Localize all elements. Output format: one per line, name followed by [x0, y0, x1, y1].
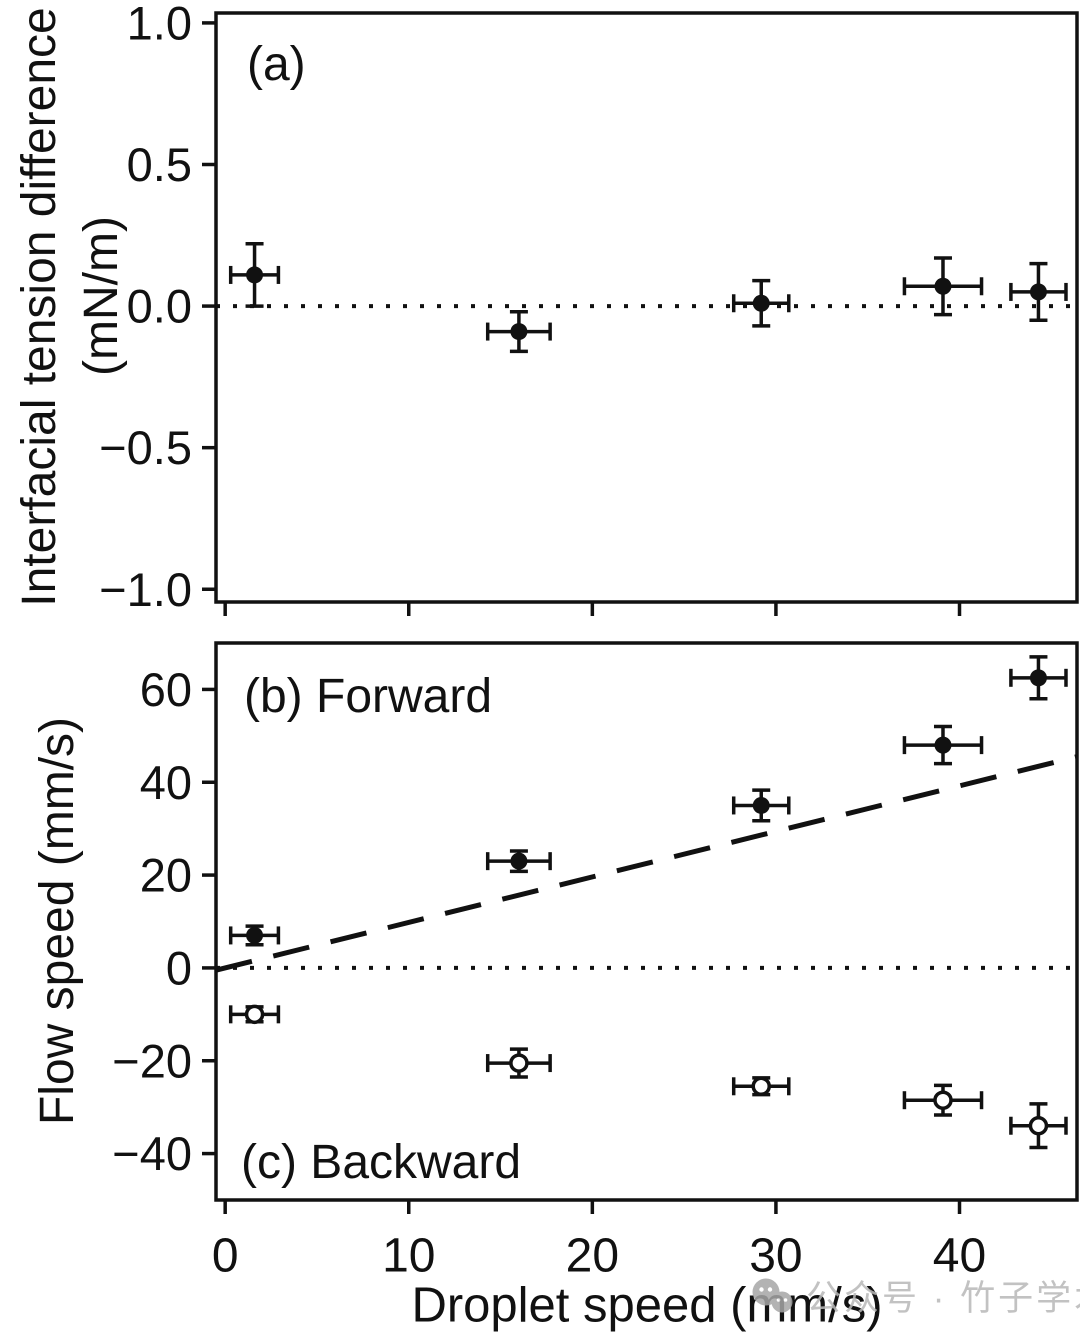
y-tick-label: 0 — [166, 941, 192, 994]
y-tick-label: 60 — [140, 663, 192, 716]
x-tick-label: 0 — [212, 1230, 239, 1283]
data-point-filled-circle — [934, 736, 952, 754]
data-point-filled-circle — [1029, 669, 1047, 687]
x-tick-label: 20 — [566, 1230, 619, 1283]
panel-b-y-axis-title: Flow speed (mm/s) — [31, 716, 84, 1126]
y-tick-label: −0.5 — [99, 421, 192, 474]
y-tick-label: −40 — [112, 1127, 192, 1180]
x-tick-label: 40 — [933, 1230, 986, 1283]
data-point-open-circle — [751, 1076, 771, 1097]
panel-c-backward-label: (c) Backward — [241, 1136, 522, 1189]
y-tick-label: 40 — [140, 756, 192, 809]
y-tick-label: 1.0 — [127, 0, 192, 49]
panel-a-y-axis-title-line2: (mN/m) — [75, 216, 128, 376]
data-point-filled-circle — [934, 277, 952, 295]
panel-b-forward-label: (b) Forward — [244, 670, 493, 723]
data-point-filled-circle — [510, 323, 528, 341]
panel-a-label: (a) — [247, 38, 306, 91]
data-point-filled-circle — [510, 852, 528, 870]
data-point-filled-circle — [246, 266, 264, 284]
x-tick-label: 10 — [382, 1230, 435, 1283]
x-tick-label: 30 — [749, 1230, 802, 1283]
data-point-open-circle — [1028, 1115, 1049, 1136]
y-tick-label: 20 — [140, 849, 192, 902]
panel-a-y-axis-title-line1: Interfacial tension difference — [13, 7, 66, 607]
data-point-open-circle — [244, 1004, 265, 1025]
plot-border — [214, 641, 1079, 1202]
watermark-text: 公众号 · 竹子学术 — [806, 1279, 1080, 1318]
watermark: 公众号 · 竹子学术 — [746, 1270, 1080, 1321]
data-point-filled-circle — [752, 796, 770, 814]
y-tick-label: −1.0 — [99, 563, 192, 616]
x-axis-title: Droplet speed (mm/s) — [411, 1278, 883, 1333]
y-tick-label: 0.0 — [127, 280, 192, 333]
data-point-filled-circle — [1029, 283, 1047, 301]
data-point-open-circle — [509, 1053, 529, 1073]
dashed-trend-line — [215, 754, 1078, 973]
y-tick-label: 0.5 — [127, 138, 192, 191]
y-tick-label: −20 — [112, 1034, 192, 1087]
data-point-filled-circle — [246, 926, 264, 944]
data-point-filled-circle — [752, 294, 770, 312]
wechat-chat-bubbles-icon — [752, 1278, 793, 1312]
data-point-open-circle — [933, 1090, 953, 1110]
